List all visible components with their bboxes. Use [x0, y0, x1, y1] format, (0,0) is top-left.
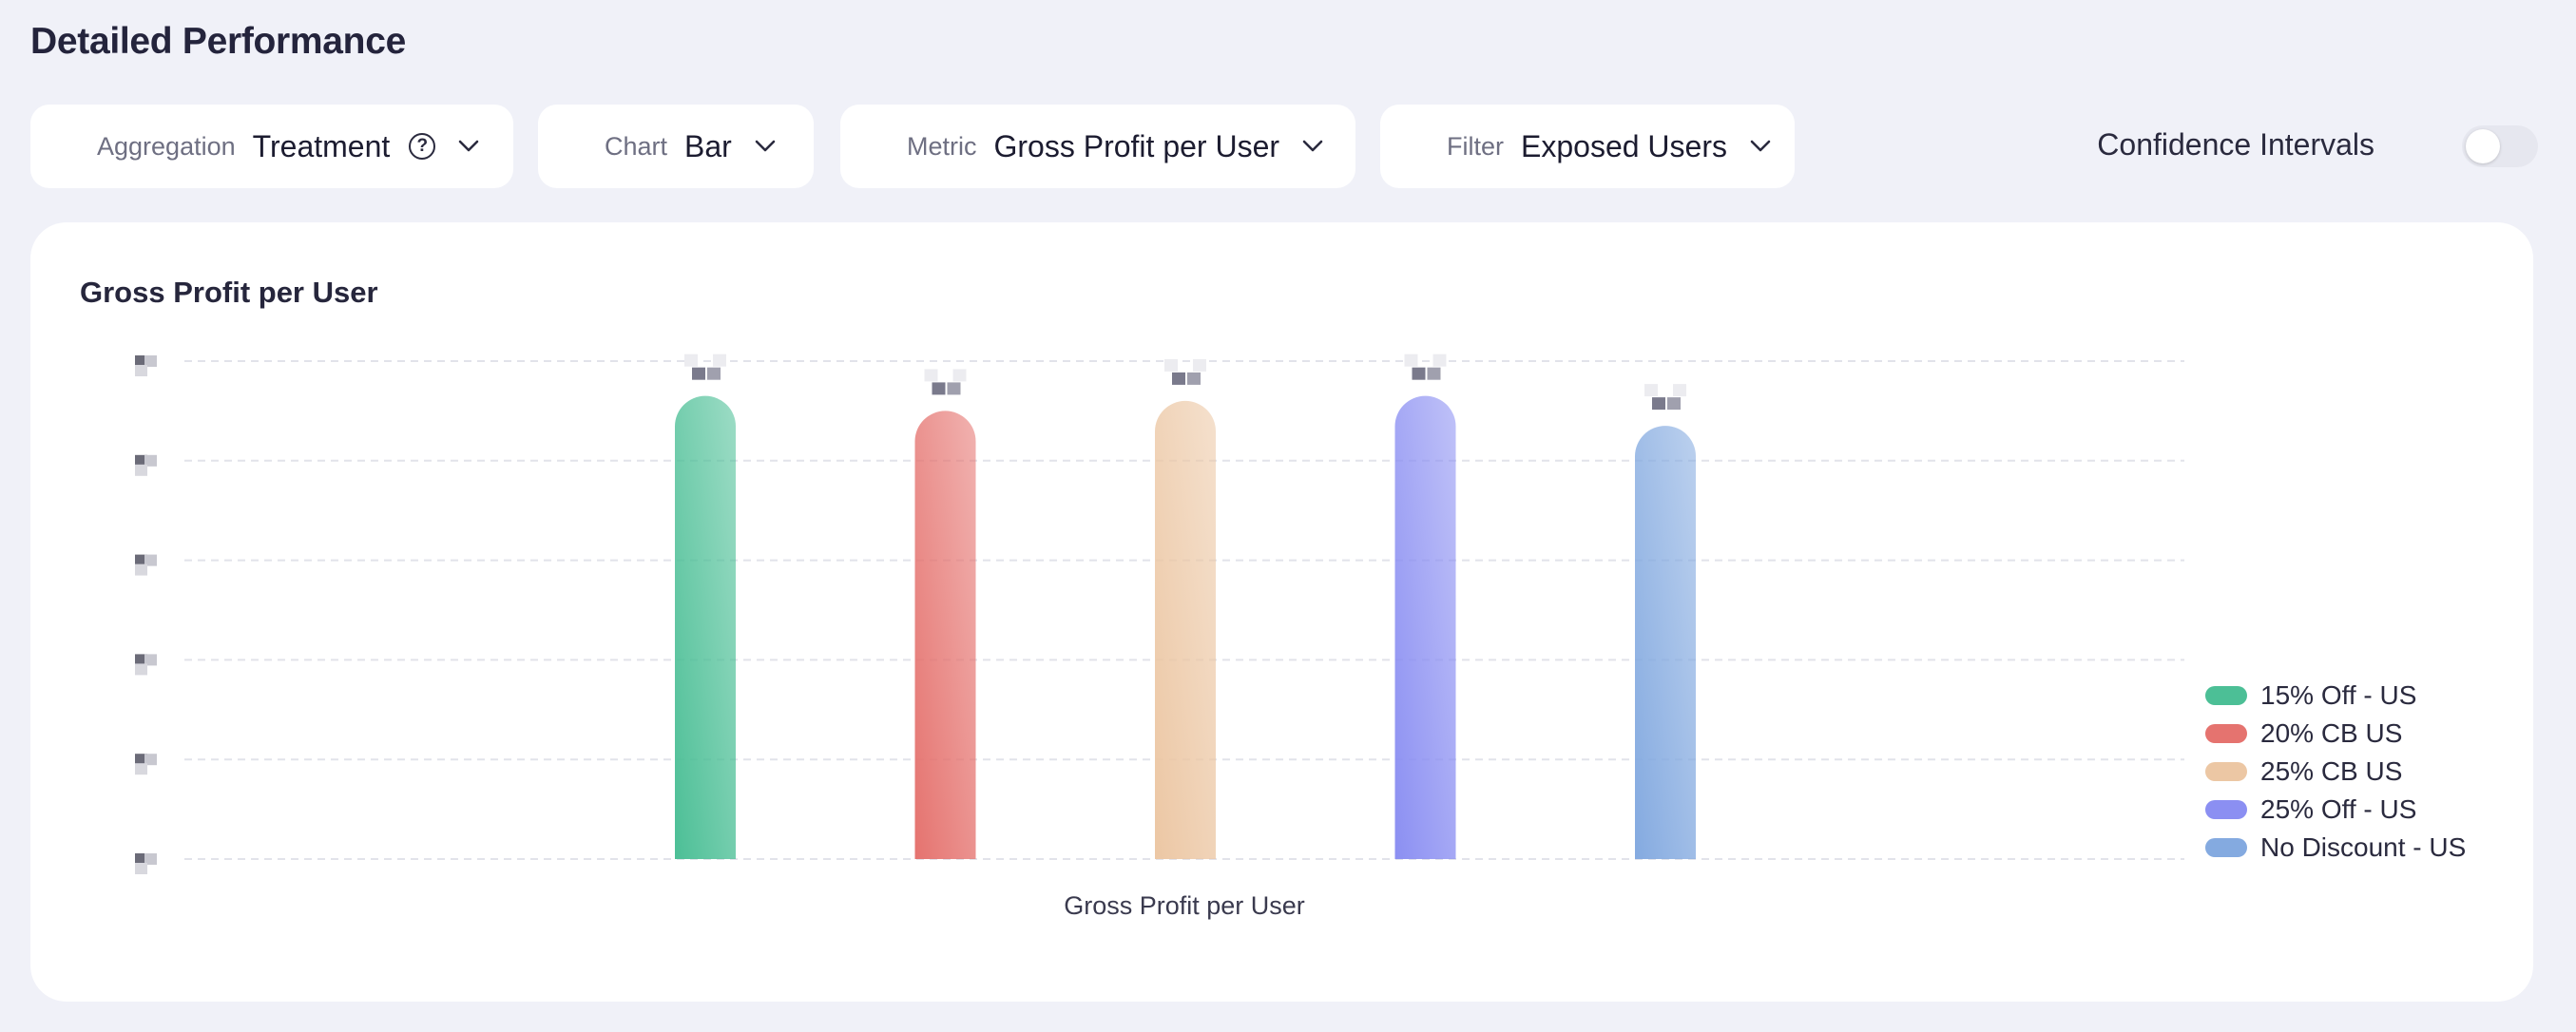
legend-swatch — [2205, 724, 2247, 743]
legend-item[interactable]: 15% Off - US — [2205, 677, 2466, 715]
y-tick-label-obscured — [135, 554, 157, 576]
aggregation-label: Aggregation — [97, 131, 236, 161]
aggregation-value: Treatment — [252, 128, 391, 163]
x-axis-label: Gross Profit per User — [1064, 891, 1305, 920]
confidence-intervals-label: Confidence Intervals — [2097, 127, 2374, 162]
bar-value-label-obscured — [924, 369, 967, 395]
legend-item[interactable]: No Discount - US — [2205, 829, 2466, 867]
bar-value-label-obscured — [1404, 354, 1447, 380]
bar-value-label-obscured — [684, 354, 726, 380]
y-tick-label-obscured — [135, 454, 157, 476]
legend-swatch — [2205, 686, 2247, 705]
filter-value: Exposed Users — [1521, 128, 1727, 163]
y-tick-label-obscured — [135, 654, 157, 676]
aggregation-select[interactable]: Aggregation Treatment ? — [30, 105, 513, 188]
filter-select[interactable]: Filter Exposed Users — [1380, 105, 1795, 188]
chevron-down-icon — [1300, 134, 1325, 159]
bar-no-discount-us[interactable] — [1635, 426, 1696, 859]
metric-label: Metric — [907, 131, 977, 161]
bar-25-off-us[interactable] — [1394, 395, 1456, 859]
chart-card: Gross Profit per User Gross Profit per U… — [30, 222, 2533, 1002]
bar-value-label-obscured — [1164, 358, 1206, 385]
filter-label: Filter — [1447, 131, 1504, 161]
legend-label: No Discount - US — [2260, 832, 2467, 862]
legend-swatch — [2205, 762, 2247, 781]
metric-value: Gross Profit per User — [993, 128, 1280, 163]
legend-label: 25% CB US — [2260, 756, 2403, 786]
chevron-down-icon — [753, 134, 778, 159]
chart-type-value: Bar — [684, 128, 732, 163]
legend-item[interactable]: 20% CB US — [2205, 715, 2466, 753]
help-icon[interactable]: ? — [409, 133, 436, 160]
chevron-down-icon — [456, 134, 481, 159]
bar-chart: Gross Profit per User — [135, 354, 2184, 920]
y-tick-label-obscured — [135, 355, 157, 376]
chart-legend: 15% Off - US 20% CB US 25% CB US 25% Off - … — [2205, 677, 2466, 867]
bar-25-cb-us[interactable] — [1155, 400, 1216, 859]
confidence-intervals-toggle[interactable] — [2462, 125, 2538, 167]
legend-swatch — [2205, 838, 2247, 857]
chart-type-select[interactable]: Chart Bar — [538, 105, 814, 188]
page-title: Detailed Performance — [30, 21, 406, 62]
toggle-knob — [2466, 129, 2500, 163]
legend-swatch — [2205, 800, 2247, 819]
chart-card-title: Gross Profit per User — [80, 276, 378, 309]
bar-20-cb-us[interactable] — [914, 411, 976, 859]
y-tick-label-obscured — [135, 754, 157, 775]
y-tick-label-obscured — [135, 853, 157, 874]
metric-select[interactable]: Metric Gross Profit per User — [840, 105, 1355, 188]
legend-item[interactable]: 25% CB US — [2205, 753, 2466, 791]
legend-label: 20% CB US — [2260, 718, 2403, 748]
control-bar: Aggregation Treatment ? Chart Bar Metric… — [30, 105, 2540, 188]
bar-15-off-us[interactable] — [675, 395, 736, 859]
chevron-down-icon — [1748, 134, 1773, 159]
chart-type-label: Chart — [605, 131, 668, 161]
legend-label: 25% Off - US — [2260, 794, 2417, 824]
legend-item[interactable]: 25% Off - US — [2205, 791, 2466, 829]
legend-label: 15% Off - US — [2260, 680, 2417, 710]
bar-value-label-obscured — [1644, 384, 1686, 411]
